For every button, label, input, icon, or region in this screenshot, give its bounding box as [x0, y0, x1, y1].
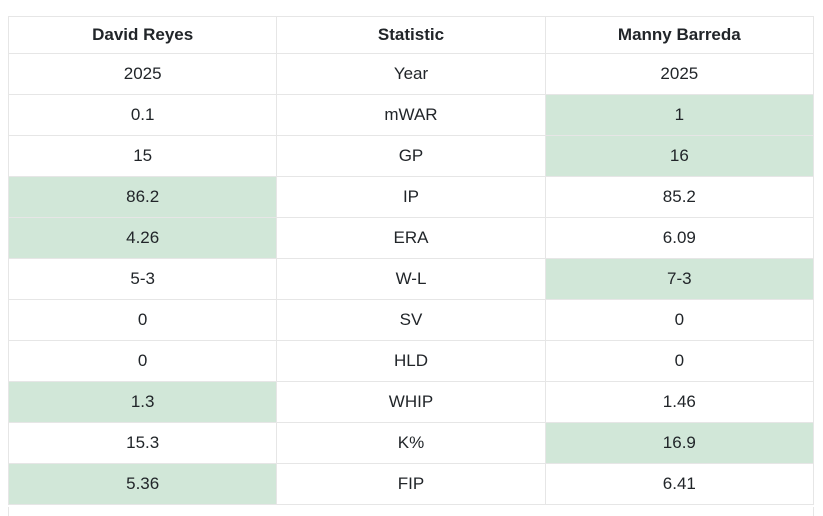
left-player-value: 4.26 [7, 217, 278, 259]
right-player-value: 2025 [544, 53, 815, 95]
statistic-label: HLD [276, 340, 546, 382]
table-header-row: David Reyes Statistic Manny Barreda [7, 16, 815, 54]
left-player-value: 5-3 [7, 258, 278, 300]
left-player-value: 1.3 [7, 381, 278, 423]
statistic-label: K% [276, 422, 546, 464]
table-row: 5.36 FIP 6.41 [7, 463, 815, 505]
statistic-label: IP [276, 176, 546, 218]
left-player-value: 15.3 [7, 422, 278, 464]
left-player-value: 86.2 [7, 176, 278, 218]
table-row: 86.2 IP 85.2 [7, 176, 815, 218]
right-player-value: 0 [544, 299, 815, 341]
statistic-label: GP [276, 135, 546, 177]
statistic-label: ERA [276, 217, 546, 259]
right-player-header: Manny Barreda [544, 16, 815, 54]
comparison-table-container: David Reyes Statistic Manny Barreda 2025… [7, 16, 815, 505]
statistic-label: FIP [276, 463, 546, 505]
left-player-value: 5.36 [7, 463, 278, 505]
right-player-value: 7-3 [544, 258, 815, 300]
right-player-value: 1.46 [544, 381, 815, 423]
statistic-label: W-L [276, 258, 546, 300]
table-row: 15.3 K% 16.9 [7, 422, 815, 464]
statistic-label: SV [276, 299, 546, 341]
right-player-value: 85.2 [544, 176, 815, 218]
table-body: 2025 Year 2025 0.1 mWAR 1 15 GP 16 86.2 IP 85.2 4.26… [7, 53, 815, 505]
right-player-value: 16.9 [544, 422, 815, 464]
right-player-value: 16 [544, 135, 815, 177]
right-player-value: 6.09 [544, 217, 815, 259]
table-row: 2025 Year 2025 [7, 53, 815, 95]
statistic-label: Year [276, 53, 546, 95]
table-row: 0 HLD 0 [7, 340, 815, 382]
statistic-header: Statistic [276, 16, 546, 54]
table-row: 15 GP 16 [7, 135, 815, 177]
right-player-value: 0 [544, 340, 815, 382]
left-player-value: 2025 [7, 53, 278, 95]
right-player-value: 1 [544, 94, 815, 136]
table-row: 0.1 mWAR 1 [7, 94, 815, 136]
statistic-label: WHIP [276, 381, 546, 423]
table-continuation [8, 507, 814, 516]
left-player-value: 15 [7, 135, 278, 177]
table-row: 4.26 ERA 6.09 [7, 217, 815, 259]
table-row: 5-3 W-L 7-3 [7, 258, 815, 300]
statistic-label: mWAR [276, 94, 546, 136]
right-player-value: 6.41 [544, 463, 815, 505]
left-player-header: David Reyes [7, 16, 278, 54]
left-player-value: 0 [7, 340, 278, 382]
left-player-value: 0.1 [7, 94, 278, 136]
table-row: 0 SV 0 [7, 299, 815, 341]
player-comparison-table: David Reyes Statistic Manny Barreda 2025… [7, 16, 815, 505]
left-player-value: 0 [7, 299, 278, 341]
table-row: 1.3 WHIP 1.46 [7, 381, 815, 423]
